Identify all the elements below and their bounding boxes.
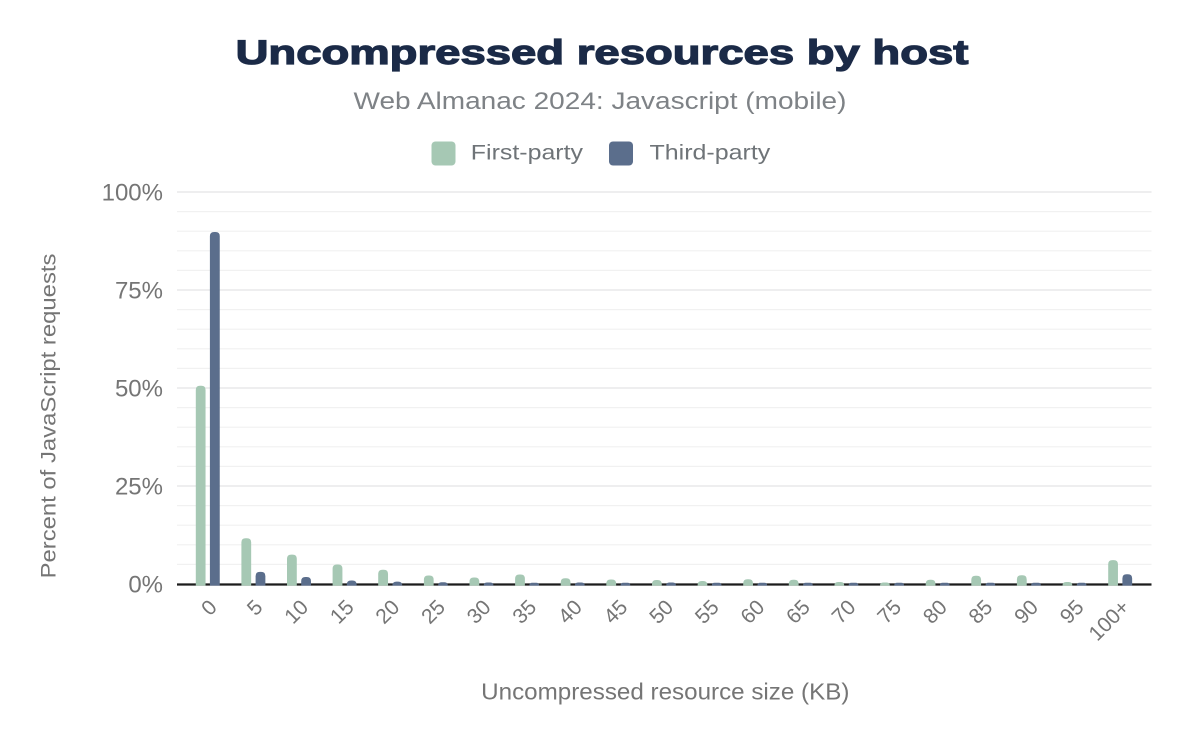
svg-text:50%: 50%: [115, 376, 163, 403]
svg-text:Web Almanac 2024: Javascript (: Web Almanac 2024: Javascript (mobile): [354, 87, 847, 115]
svg-text:25%: 25%: [115, 474, 163, 501]
svg-text:100%: 100%: [102, 180, 163, 207]
svg-text:0%: 0%: [128, 572, 163, 599]
svg-text:First-party: First-party: [471, 140, 584, 164]
svg-text:Percent of JavaScript requests: Percent of JavaScript requests: [36, 254, 61, 579]
svg-text:75%: 75%: [115, 278, 163, 305]
svg-text:Third-party: Third-party: [650, 140, 771, 164]
svg-text:Uncompressed resource size (KB: Uncompressed resource size (KB): [481, 680, 849, 705]
svg-text:Uncompressed resources by host: Uncompressed resources by host: [236, 33, 969, 71]
